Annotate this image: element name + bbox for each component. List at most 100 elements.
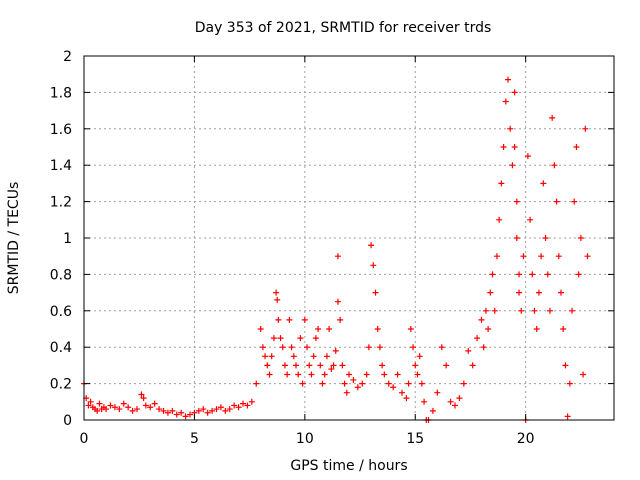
data-point	[257, 326, 264, 332]
data-point	[156, 406, 163, 413]
y-tick-label: 0.8	[50, 267, 72, 283]
data-point	[390, 384, 397, 391]
data-point	[564, 413, 571, 420]
data-point	[341, 380, 348, 387]
data-point	[540, 180, 547, 187]
data-point	[474, 335, 481, 342]
data-point	[465, 347, 472, 354]
data-point	[359, 380, 366, 387]
data-point	[209, 407, 216, 414]
data-point	[266, 371, 273, 378]
x-tick-label: 20	[517, 431, 535, 447]
data-point	[301, 316, 308, 323]
data-point	[553, 198, 560, 205]
data-point	[513, 198, 520, 205]
x-tick-label: 10	[296, 431, 314, 447]
data-point	[516, 271, 523, 278]
data-point	[262, 353, 269, 360]
data-point	[116, 406, 123, 413]
data-point	[315, 326, 322, 332]
y-tick-label: 1.8	[50, 85, 72, 101]
data-point	[85, 402, 92, 409]
data-point	[489, 271, 496, 278]
data-point	[575, 271, 582, 278]
x-tick-label: 15	[406, 431, 424, 447]
data-point	[511, 144, 518, 150]
data-point	[418, 380, 425, 387]
data-point	[533, 326, 540, 332]
data-point	[509, 162, 516, 169]
data-point	[222, 407, 229, 414]
data-point	[493, 253, 500, 260]
chart-title: Day 353 of 2021, SRMTID for receiver trd…	[195, 20, 492, 36]
data-point	[310, 353, 317, 360]
data-point	[498, 180, 505, 187]
data-point	[434, 389, 441, 396]
y-tick-label: 2	[63, 49, 72, 65]
data-point	[582, 125, 589, 132]
data-point	[200, 406, 207, 413]
data-point	[264, 362, 271, 369]
data-point	[268, 353, 275, 360]
data-point	[103, 406, 110, 413]
y-tick-label: 1	[63, 231, 72, 247]
data-point	[323, 353, 330, 360]
data-point	[379, 362, 386, 369]
y-tick-label: 1.6	[50, 122, 72, 138]
data-point	[569, 307, 576, 314]
data-point	[507, 125, 514, 132]
data-point	[125, 404, 132, 411]
data-point	[326, 326, 333, 332]
data-point	[500, 144, 507, 150]
x-tick-label: 5	[190, 431, 199, 447]
data-point	[429, 407, 436, 414]
data-point	[96, 400, 103, 407]
data-point	[235, 404, 242, 411]
data-point	[244, 402, 251, 409]
data-point	[328, 366, 335, 373]
x-axis-label: GPS time / hours	[290, 458, 407, 474]
data-point	[513, 235, 520, 241]
data-point	[438, 344, 445, 351]
data-point	[376, 344, 383, 351]
data-point	[487, 289, 494, 296]
data-point	[482, 307, 489, 314]
data-point	[421, 398, 428, 405]
data-point	[403, 395, 410, 402]
data-point	[496, 216, 503, 223]
data-point	[365, 344, 372, 351]
data-point	[516, 289, 523, 296]
data-point	[339, 362, 346, 369]
data-point	[546, 307, 553, 314]
data-point	[319, 380, 326, 387]
grid	[84, 56, 614, 420]
data-point	[407, 326, 414, 332]
data-point	[259, 344, 266, 351]
data-point	[447, 398, 454, 405]
data-point	[151, 400, 158, 407]
data-point	[332, 347, 339, 354]
data-point	[485, 326, 492, 332]
data-point	[164, 409, 171, 416]
data-point	[134, 406, 140, 413]
data-point	[240, 400, 246, 407]
data-point	[535, 289, 542, 296]
data-point	[505, 76, 511, 83]
data-point	[306, 362, 313, 369]
data-point	[538, 253, 545, 260]
data-point	[317, 362, 324, 369]
data-point	[111, 404, 118, 411]
y-tick-label: 0.6	[50, 304, 72, 320]
data-point	[274, 296, 281, 303]
data-point	[169, 407, 176, 414]
data-point	[160, 407, 167, 414]
data-point	[368, 242, 375, 249]
data-point	[297, 335, 304, 342]
data-point	[524, 153, 531, 160]
data-point	[299, 380, 306, 387]
data-point	[334, 298, 341, 305]
data-point	[370, 262, 377, 269]
data-point	[562, 362, 569, 369]
data-point	[394, 371, 401, 378]
